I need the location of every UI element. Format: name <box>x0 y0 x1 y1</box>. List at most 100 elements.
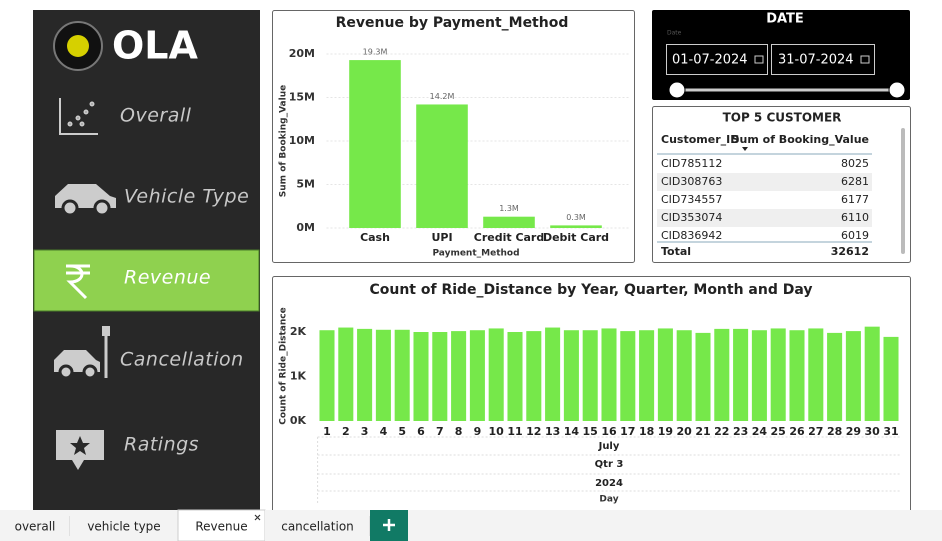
bar <box>338 327 354 421</box>
x-tick-label: 11 <box>507 425 522 438</box>
tab-label[interactable]: Revenue <box>195 520 247 534</box>
bar <box>601 328 617 421</box>
bar <box>789 330 805 421</box>
cell: 6019 <box>841 229 869 242</box>
date-start[interactable]: 01-07-2024 <box>672 53 748 68</box>
bar <box>550 225 602 228</box>
date-start-box[interactable] <box>666 44 768 75</box>
x-tick-label: 24 <box>752 425 768 438</box>
slider-handle[interactable] <box>888 81 906 99</box>
column-header: Sum of Booking_Value <box>732 133 869 146</box>
bar <box>639 330 655 421</box>
table-body: CID785112 8025 CID308763 6281 CID734557 6177 C… <box>657 157 872 242</box>
bar <box>676 330 692 421</box>
bar <box>770 328 786 421</box>
cell: 8025 <box>841 157 869 170</box>
bar <box>507 332 523 421</box>
x-tick-label: 22 <box>714 425 729 438</box>
cell: 6177 <box>841 193 869 206</box>
bar <box>827 332 843 421</box>
x-tick-label: 7 <box>436 425 444 438</box>
tab[interactable] <box>0 510 70 541</box>
x-tick-label: Cash <box>360 231 390 244</box>
logo-text: OLA <box>112 24 199 68</box>
x-tick-label: 4 <box>380 425 388 438</box>
row-stripe <box>657 173 872 191</box>
tab-close[interactable] <box>254 514 261 521</box>
cell: CID734557 <box>661 193 722 206</box>
x-tick-label: 18 <box>639 425 654 438</box>
cell: 6110 <box>841 211 869 224</box>
x-tick-label: UPI <box>431 231 452 244</box>
x-tick-label: 31 <box>883 425 898 438</box>
cell: CID308763 <box>661 175 722 188</box>
x-tick-label: 1 <box>323 425 331 438</box>
nav-item[interactable]: Cancellation <box>120 349 244 371</box>
bar <box>563 330 579 421</box>
bar <box>620 331 636 421</box>
x-tick-label: 15 <box>583 425 598 438</box>
logo-dot <box>67 35 89 57</box>
tab[interactable] <box>265 510 370 541</box>
x-level-label: July <box>598 441 620 452</box>
date-label: Date <box>667 30 682 37</box>
nav-item[interactable]: Ratings <box>124 434 199 456</box>
tab[interactable] <box>177 509 266 541</box>
icon-overall <box>59 98 98 135</box>
data-label: 0.3M <box>566 213 586 222</box>
calendar-icon <box>754 55 764 64</box>
x-tick-label: 5 <box>398 425 406 438</box>
nav-item[interactable]: Revenue <box>124 267 211 289</box>
x-tick-label: 25 <box>771 425 786 438</box>
bar <box>488 328 504 421</box>
nav-item[interactable]: Vehicle Type <box>124 186 249 208</box>
cell: 6281 <box>841 175 869 188</box>
x-tick-label: 17 <box>620 425 635 438</box>
total-value: 32612 <box>831 245 869 258</box>
scrollbar <box>901 128 905 254</box>
x-tick-label: 8 <box>455 425 463 438</box>
x-tick-label: 19 <box>658 425 673 438</box>
bar <box>394 329 410 421</box>
tab-label[interactable]: overall <box>15 520 56 534</box>
bar <box>469 330 485 421</box>
x-tick-label: 20 <box>677 425 693 438</box>
y-tick-label: 15M <box>289 91 315 104</box>
nav-item[interactable]: Overall <box>120 105 192 127</box>
slider-handle[interactable] <box>668 81 686 99</box>
x-tick-label: 28 <box>827 425 842 438</box>
bar <box>483 216 535 228</box>
bar <box>808 328 824 421</box>
tab-label[interactable]: cancellation <box>281 520 354 534</box>
bar <box>695 332 711 421</box>
bar <box>751 330 767 421</box>
column-header: Customer_ID <box>661 133 739 146</box>
x-tick-label: 13 <box>545 425 560 438</box>
bar <box>357 328 373 421</box>
x-tick-label: 26 <box>789 425 805 438</box>
bar <box>657 328 673 421</box>
date-title: DATE <box>766 12 804 27</box>
bar <box>733 328 749 421</box>
y-tick-label: 20M <box>289 47 315 60</box>
sort-indicator <box>742 147 748 151</box>
x-tick-label: 29 <box>846 425 861 438</box>
x-tick-label: 27 <box>808 425 823 438</box>
date-end-box[interactable] <box>771 44 875 75</box>
date-end[interactable]: 31-07-2024 <box>778 53 854 68</box>
bar <box>526 331 542 421</box>
y-axis-label: Sum of Booking_Value <box>279 85 289 197</box>
bar <box>864 326 880 421</box>
x-tick-label: 16 <box>601 425 617 438</box>
x-tick-label: 12 <box>526 425 541 438</box>
bar <box>319 330 335 421</box>
y-tick-label: 0K <box>290 414 307 427</box>
tab[interactable] <box>70 510 178 541</box>
bar <box>545 327 561 421</box>
x-tick-label: 9 <box>474 425 482 438</box>
x-tick-label: 2 <box>342 425 350 438</box>
total-label: Total <box>661 245 691 258</box>
icon-cancellation <box>54 326 110 380</box>
tab-label[interactable]: vehicle type <box>87 520 160 534</box>
bar <box>845 331 861 421</box>
